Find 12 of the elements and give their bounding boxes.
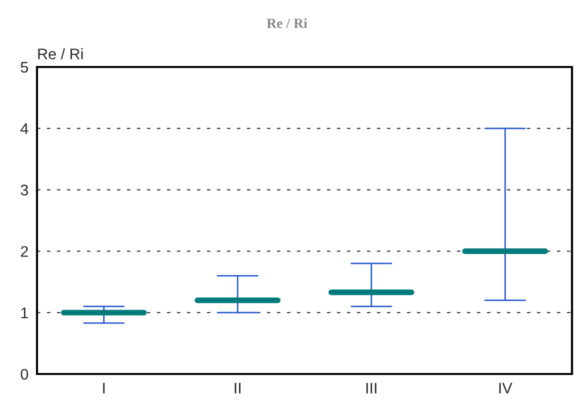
y-tick-label: 5 <box>20 62 28 73</box>
y-tick-label: 4 <box>20 123 28 134</box>
y-tick-label: 2 <box>20 246 28 257</box>
y-tick-label: 0 <box>20 368 28 380</box>
y-axis-title: Re / Ri <box>38 48 83 60</box>
x-tick-label: III <box>366 382 376 394</box>
y-tick-label: 1 <box>21 308 28 318</box>
x-tick-label: II <box>234 382 240 394</box>
x-tick-label: I <box>103 382 105 394</box>
chart-title: Re / Ri <box>266 18 308 28</box>
y-tick-label: 3 <box>20 184 28 196</box>
x-tick-label: IV <box>499 382 512 394</box>
